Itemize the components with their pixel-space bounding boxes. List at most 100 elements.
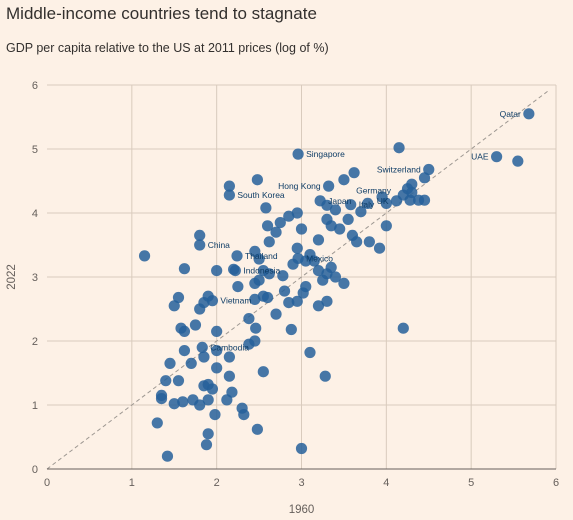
y-tick-label: 5 [32, 144, 38, 156]
data-point [261, 291, 274, 304]
data-point [172, 375, 185, 387]
data-point [317, 274, 329, 286]
point-label: Italy [359, 200, 375, 210]
data-point [161, 450, 174, 462]
point-label: UK [377, 196, 389, 206]
data-point [345, 199, 357, 211]
chart-title: Middle-income countries tend to stagnate [6, 4, 317, 23]
data-point [334, 223, 346, 235]
data-point [423, 163, 435, 176]
data-point [168, 300, 180, 312]
point-label: Hong Kong [278, 181, 321, 191]
point-label: Japan [328, 196, 351, 206]
data-point [250, 322, 262, 334]
y-axis-label: 2022 [6, 264, 18, 290]
data-point [178, 325, 191, 337]
data-point [338, 174, 350, 186]
data-point [304, 346, 316, 359]
data-point [338, 277, 350, 289]
data-point [164, 357, 176, 369]
point-labels: Qatar UAE Singapore Switzerland Hong Kong Ger… [208, 109, 521, 353]
point-label: Thailand [245, 251, 278, 261]
data-points [138, 108, 535, 462]
x-axis-ticks: 0 1 2 3 4 5 6 [44, 477, 559, 489]
data-point [238, 409, 250, 421]
data-point [329, 204, 342, 216]
data-point [251, 174, 263, 186]
x-tick-label: 2 [214, 477, 220, 489]
data-point [177, 396, 189, 408]
data-point [200, 439, 213, 451]
data-point [363, 236, 375, 248]
data-point [223, 370, 235, 382]
y-tick-label: 4 [32, 208, 38, 220]
data-point [291, 295, 303, 307]
data-point [253, 253, 265, 265]
data-point [321, 295, 333, 307]
data-point [196, 341, 208, 353]
data-point [373, 242, 386, 254]
data-point [362, 197, 374, 209]
data-point [209, 409, 221, 421]
data-point [243, 313, 255, 325]
data-point [257, 366, 269, 378]
data-point [229, 265, 241, 277]
reference-line [46, 91, 548, 470]
y-tick-label: 0 [32, 464, 38, 476]
data-point [300, 281, 312, 293]
data-point [223, 351, 235, 363]
data-point [283, 297, 295, 309]
data-point [380, 220, 392, 232]
data-point [206, 383, 219, 395]
data-point [202, 394, 214, 406]
x-tick-label: 5 [468, 477, 474, 489]
data-point [270, 308, 282, 320]
data-point [319, 370, 331, 382]
data-point [211, 345, 223, 357]
y-tick-label: 3 [32, 272, 38, 284]
data-point [512, 155, 524, 167]
x-tick-label: 1 [129, 477, 135, 489]
data-point [312, 265, 325, 277]
data-point [251, 423, 263, 435]
data-point [270, 226, 282, 238]
data-point [295, 442, 308, 455]
data-point [329, 271, 342, 283]
data-point [351, 236, 363, 248]
data-point [151, 417, 163, 429]
data-point [260, 202, 272, 214]
data-point [138, 250, 151, 262]
x-axis-label: 1960 [289, 504, 315, 516]
data-point [178, 263, 191, 275]
data-point [277, 270, 289, 282]
point-label: Switzerland [377, 164, 421, 174]
data-point [323, 180, 335, 192]
data-point [194, 229, 206, 241]
data-point [283, 210, 295, 222]
data-point [295, 223, 308, 235]
data-point [185, 357, 197, 369]
data-point [355, 206, 367, 218]
data-point [523, 108, 535, 120]
data-point [278, 285, 291, 297]
x-tick-label: 3 [298, 477, 304, 489]
data-point [155, 393, 168, 405]
data-point [397, 322, 409, 334]
data-point [168, 398, 180, 410]
data-point [198, 351, 210, 363]
data-point [261, 220, 274, 232]
data-point [380, 197, 392, 209]
data-point [202, 428, 214, 440]
data-point [325, 220, 337, 232]
data-point [342, 213, 354, 225]
data-point [223, 180, 235, 192]
data-point [348, 167, 360, 179]
data-point [194, 303, 206, 315]
point-label: Qatar [500, 109, 521, 119]
data-point [189, 319, 202, 331]
point-label: China [208, 240, 230, 250]
data-point [263, 268, 275, 280]
data-point [321, 199, 333, 211]
